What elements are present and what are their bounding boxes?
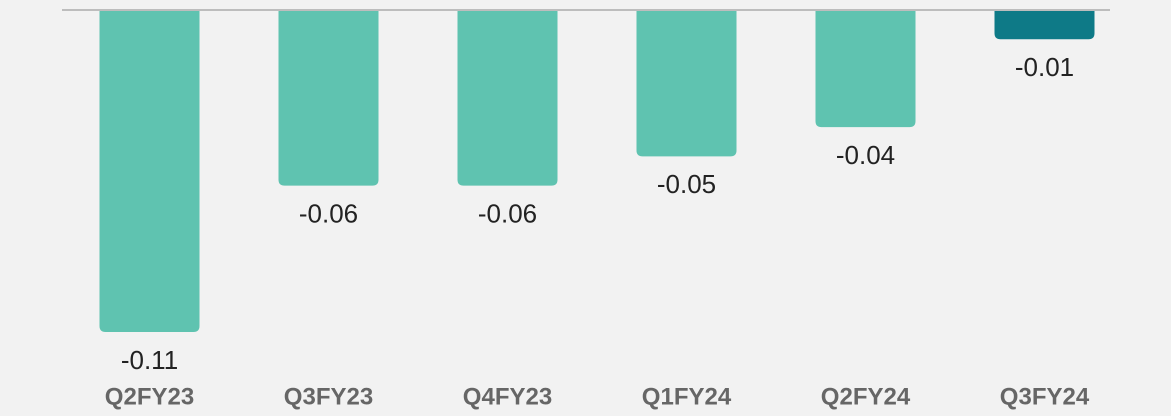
data-label: -0.06 [478, 199, 537, 229]
bar [636, 10, 737, 157]
data-label: -0.04 [836, 140, 895, 170]
data-label: -0.01 [1015, 52, 1074, 82]
data-label: -0.05 [657, 169, 716, 199]
bar [815, 10, 916, 128]
x-tick-label: Q4FY23 [463, 383, 552, 410]
bar [99, 10, 200, 332]
x-tick-label: Q3FY23 [284, 383, 373, 410]
x-tick-label: Q3FY24 [1000, 383, 1090, 410]
bar [994, 10, 1095, 40]
bar [278, 10, 379, 186]
bar [457, 10, 558, 186]
x-tick-label: Q2FY24 [821, 383, 911, 410]
data-label: -0.11 [121, 345, 178, 375]
x-tick-label: Q2FY23 [105, 383, 194, 410]
data-label: -0.06 [299, 199, 358, 229]
x-tick-label: Q1FY24 [642, 383, 732, 410]
